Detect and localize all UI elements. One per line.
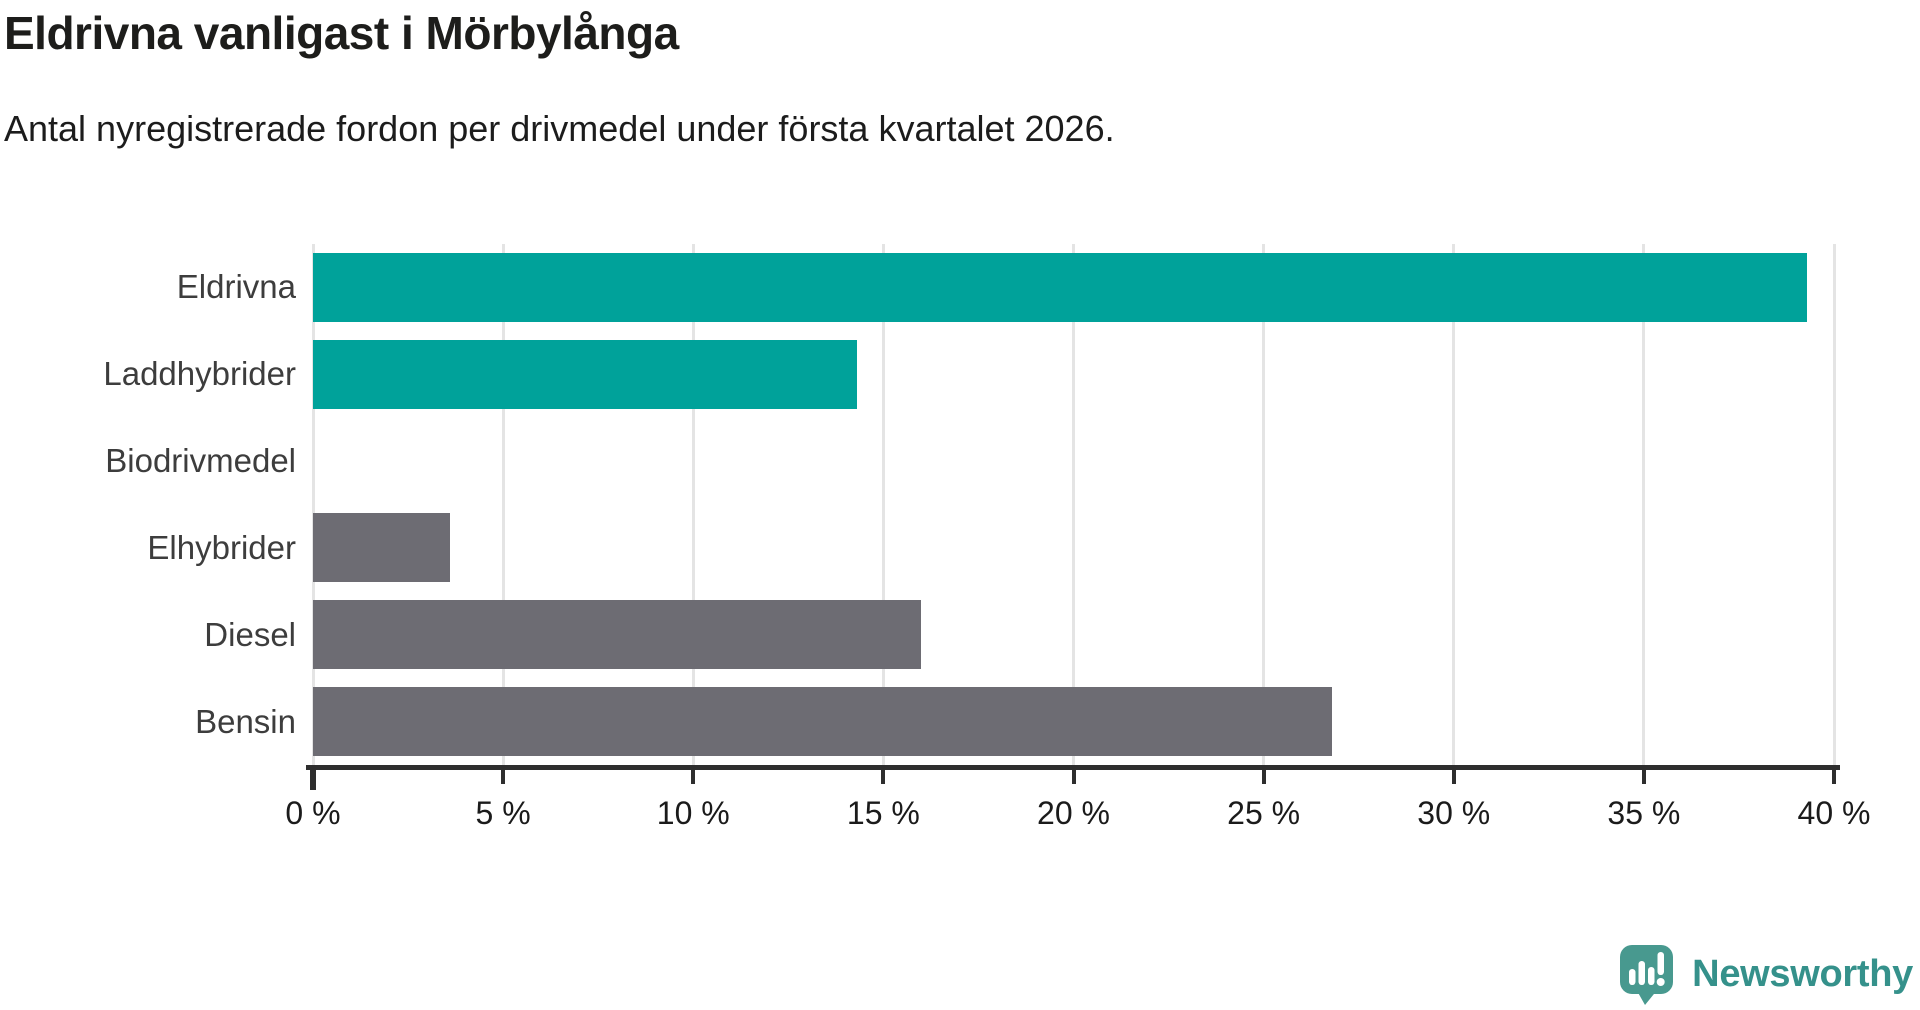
- x-axis-tick: [1832, 768, 1836, 784]
- chart-title: Eldrivna vanligast i Mörbylånga: [4, 7, 679, 59]
- gridline: [1832, 244, 1836, 765]
- bars-layer: [313, 244, 1834, 765]
- y-axis-category-labels: Eldrivna Laddhybrider Biodrivmedel Elhybrid…: [0, 244, 296, 765]
- x-tick-label: 10 %: [656, 795, 730, 831]
- x-axis-tick: [501, 768, 506, 784]
- bar-diesel: [313, 600, 922, 670]
- gridline: [881, 244, 885, 765]
- gridline: [1072, 244, 1075, 765]
- gridline: [1452, 244, 1456, 765]
- x-axis-tick: [1071, 768, 1076, 784]
- bar-elhybrider: [313, 513, 450, 583]
- plot-area: 0 % 5 % 10 % 15 % 20 % 25 % 30 % 35 % 40 %: [285, 244, 1870, 831]
- category-label: Biodrivmedel: [105, 442, 296, 480]
- newsworthy-speech-bubble-bar-chart-icon: [1620, 945, 1674, 1005]
- x-axis-line: [306, 765, 1840, 770]
- gridline: [501, 244, 505, 765]
- x-axis-tick: [1261, 768, 1266, 784]
- category-label: Eldrivna: [176, 268, 296, 306]
- x-tick-label: 25 %: [1227, 795, 1301, 831]
- x-tick-label: 5 %: [475, 795, 531, 831]
- category-label: Elhybrider: [147, 528, 296, 566]
- x-tick-label: 40 %: [1797, 795, 1871, 831]
- brand-name: Newsworthy: [1692, 953, 1913, 995]
- bar-laddhybrider: [313, 339, 857, 409]
- x-axis-tick: [1641, 768, 1646, 784]
- gridline: [1262, 244, 1266, 765]
- chart-subtitle: Antal nyregistrerade fordon per drivmede…: [4, 108, 1115, 149]
- category-label: Laddhybrider: [103, 355, 296, 393]
- newsworthy-logo: Newsworthy: [1616, 943, 1913, 1006]
- x-tick-label: 20 %: [1037, 795, 1110, 831]
- gridline: [691, 244, 695, 765]
- category-label: Diesel: [204, 615, 296, 653]
- x-axis-tick: [881, 768, 886, 784]
- x-axis-tick: [310, 768, 316, 790]
- x-axis-tick: [691, 768, 696, 784]
- x-tick-label: 15 %: [846, 795, 920, 831]
- x-tick-label: 30 %: [1417, 795, 1491, 831]
- x-tick-label: 0 %: [285, 795, 341, 831]
- x-tick-label: 35 %: [1607, 795, 1681, 831]
- bar-bensin: [313, 687, 1333, 757]
- gridline: [311, 244, 315, 765]
- gridline: [1642, 244, 1646, 765]
- bar-eldrivna: [313, 252, 1808, 322]
- x-axis-tick: [1451, 768, 1456, 784]
- category-label: Bensin: [195, 702, 296, 740]
